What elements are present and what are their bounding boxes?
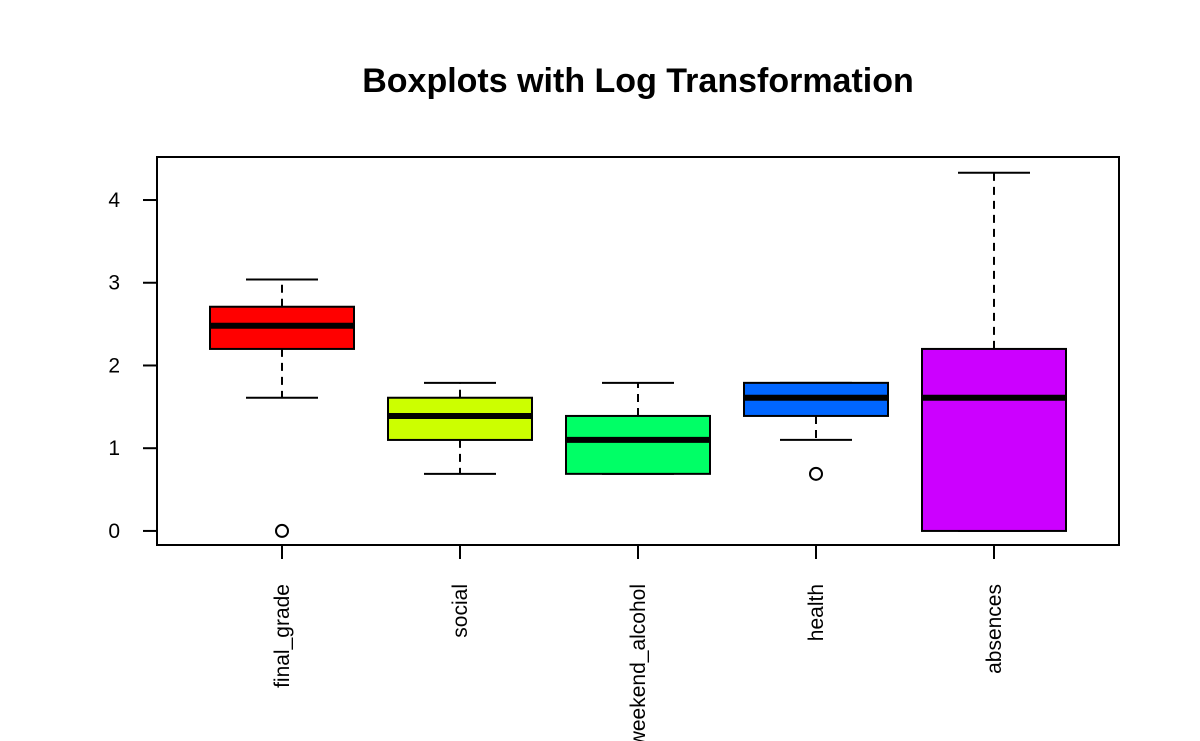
x-tick-label: social [449,584,472,638]
box-absences [921,171,1067,532]
x-tick-label: weekend_alcohol [627,584,650,741]
x-tick-label: absences [983,584,1006,674]
boxes-layer [209,171,1067,538]
y-tick-label: 1 [108,437,120,460]
box-weekend_alcohol [565,381,711,475]
y-tick-label: 2 [108,354,120,377]
y-tick-label: 3 [108,272,120,295]
y-axis: 0 1 2 3 4 [108,189,158,543]
x-axis: final_grade social weekend_alcohol health ab… [271,544,1006,741]
box-social [387,381,533,475]
box-health [743,381,889,481]
iqr-box [921,347,1067,532]
iqr-box [565,414,711,475]
outlier-point [275,523,289,538]
outlier-point [809,466,823,481]
box-final_grade [209,278,355,538]
x-tick-label: final_grade [271,584,294,688]
y-tick-label: 4 [108,189,120,212]
chart-title: Boxplots with Log Transformation [362,62,914,100]
y-tick-label: 0 [108,520,120,543]
x-tick-label: health [805,584,828,641]
